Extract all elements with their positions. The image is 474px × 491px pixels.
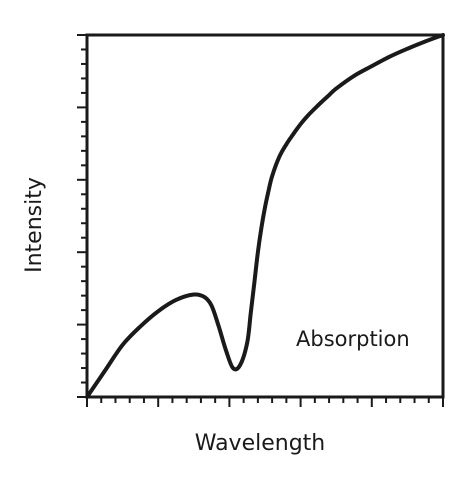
y-axis-title: Intensity [22,177,47,273]
plot-frame [85,33,445,399]
series-line [85,33,445,399]
x-axis-title: Wavelength [195,431,326,456]
axis-ticks [77,34,444,407]
absorption-annotation: Absorption [296,327,410,351]
